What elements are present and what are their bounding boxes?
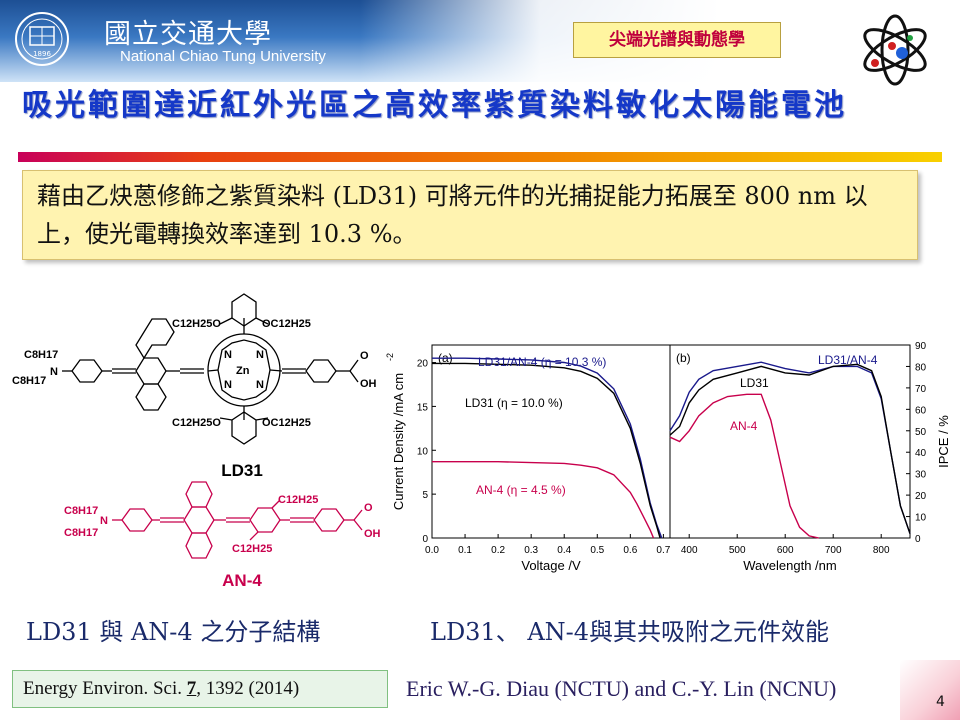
slide-title: 吸光範圍達近紅外光區之高效率紫質染料敏化太陽能電池 xyxy=(22,88,847,123)
series-line-b xyxy=(669,361,911,534)
y-tick-label-a: 0 xyxy=(422,534,428,545)
ld31-label: C12H25O xyxy=(172,417,221,429)
x-axis-label-b: Wavelength /nm xyxy=(743,558,836,573)
device-performance-charts: 0.0 0.1 0.2 0.3 0.4 0.5 0.6 0.7 0 5 10 15 20 Voltage … xyxy=(385,341,951,573)
title-underline xyxy=(18,152,942,162)
x-tick-label-a: 0.2 xyxy=(491,545,505,556)
x-tick-label-a: 0.5 xyxy=(590,545,604,556)
x-tick-label-b: 500 xyxy=(729,545,746,556)
citation-volume: 7 xyxy=(186,678,197,699)
series-line-a xyxy=(432,461,655,539)
legend-label-b: AN-4 xyxy=(730,419,758,433)
y-axis-label-a: Current Density /mA cm xyxy=(391,373,406,510)
y-tick-label-b: 10 xyxy=(915,513,927,524)
topic-badge: 尖端光譜與動態學 xyxy=(573,22,781,58)
an4-label: C12H25 xyxy=(232,543,272,555)
x-tick-label-a: 0.1 xyxy=(458,545,472,556)
y-tick-label-b: 0 xyxy=(915,534,921,545)
ld31-label: N xyxy=(256,349,264,361)
y-tick-label-b: 80 xyxy=(915,362,927,373)
legend-label-a: AN-4 (η = 4.5 %) xyxy=(476,483,566,497)
ld31-structure xyxy=(62,293,359,445)
university-name-zh: 國立交通大學 xyxy=(104,19,272,50)
series-line-b xyxy=(669,393,819,539)
legend-label-b: LD31/AN-4 xyxy=(818,353,878,367)
y-tick-label-a: 5 xyxy=(422,490,428,501)
x-tick-label-b: 600 xyxy=(777,545,794,556)
citation-journal: Energy Environ. Sci. xyxy=(23,678,187,699)
series-line-a xyxy=(432,357,663,539)
x-tick-label-a: 0.7 xyxy=(656,545,670,556)
an4-label: N xyxy=(100,515,108,527)
corner-decoration xyxy=(900,660,960,720)
ld31-label: N xyxy=(224,349,232,361)
legend-label-a: LD31 (η = 10.0 %) xyxy=(465,396,563,410)
ld31-label: O xyxy=(360,350,369,362)
y-tick-label-a: 15 xyxy=(417,402,429,413)
university-name-en: National Chiao Tung University xyxy=(120,48,326,65)
x-tick-label-b: 400 xyxy=(681,545,698,556)
y-tick-label-b: 70 xyxy=(915,384,927,395)
series-line-a xyxy=(432,362,661,539)
legend-label-a: LD31/AN-4 (η = 10.3 %) xyxy=(478,355,606,369)
y-tick-label-a: 20 xyxy=(417,359,429,370)
ld31-label: OC12H25 xyxy=(262,318,311,330)
y-tick-label-b: 50 xyxy=(915,427,927,438)
ld31-name: LD31 xyxy=(221,461,263,480)
plot-frame-b xyxy=(669,344,911,539)
ld31-label: OH xyxy=(360,378,377,390)
y-tick-label-b: 20 xyxy=(915,491,927,502)
x-tick-label-b: 800 xyxy=(873,545,890,556)
y-tick-label-a: 10 xyxy=(417,446,429,457)
ld31-label: Zn xyxy=(236,365,250,377)
y-tick-label-b: 90 xyxy=(915,341,927,352)
ld31-label: N xyxy=(256,379,264,391)
nctu-logo-icon: 1896 xyxy=(15,12,69,66)
an4-label: O xyxy=(364,502,373,514)
x-tick-label-a: 0.6 xyxy=(623,545,637,556)
ld31-label: C8H17 xyxy=(24,349,58,361)
y-axis-label-b: IPCE / % xyxy=(936,415,951,468)
an4-structure xyxy=(112,481,363,559)
an4-label: C8H17 xyxy=(64,527,98,539)
legend-label-b: LD31 xyxy=(740,376,769,390)
molecular-structures: C8H17 C8H17 N C12H25O OC12H25 C12H25O OC… xyxy=(12,293,381,590)
x-tick-label-b: 700 xyxy=(825,545,842,556)
an4-label: C12H25 xyxy=(278,494,318,506)
ld31-label: OC12H25 xyxy=(262,417,311,429)
y-axis-label-sup-a: -2 xyxy=(385,353,395,361)
svg-text:1896: 1896 xyxy=(33,50,51,58)
ld31-label: C8H17 xyxy=(12,375,46,387)
x-tick-label-a: 0.4 xyxy=(557,545,571,556)
an4-name: AN-4 xyxy=(222,571,262,590)
summary-callout: 藉由乙炔蒽修飾之紫質染料 (LD31) 可將元件的光捕捉能力拓展至 800 nm… xyxy=(22,170,918,260)
authors: Eric W.-G. Diau (NCTU) and C.-Y. Lin (NC… xyxy=(406,676,837,701)
atom-icon xyxy=(863,14,927,86)
an4-label: OH xyxy=(364,528,381,540)
x-tick-label-a: 0.3 xyxy=(524,545,538,556)
page-number: 4 xyxy=(936,694,945,710)
panel-label-b: (b) xyxy=(676,351,691,365)
caption-structures: LD31 與 AN-4 之分子結構 xyxy=(26,618,321,646)
citation-pages: , 1392 (2014) xyxy=(196,678,300,699)
ld31-label: N xyxy=(224,379,232,391)
y-tick-label-b: 40 xyxy=(915,448,927,459)
x-axis-label-a: Voltage /V xyxy=(521,558,581,573)
series-line-b xyxy=(669,363,911,534)
y-tick-label-b: 30 xyxy=(915,470,927,481)
y-tick-label-b: 60 xyxy=(915,405,927,416)
x-tick-label-a: 0.0 xyxy=(425,545,439,556)
ld31-label: N xyxy=(50,366,58,378)
caption-performance: LD31、 AN-4與其共吸附之元件效能 xyxy=(430,618,830,646)
citation-box: Energy Environ. Sci. 7, 1392 (2014) xyxy=(12,670,388,708)
an4-label: C8H17 xyxy=(64,505,98,517)
ld31-label: C12H25O xyxy=(172,318,221,330)
